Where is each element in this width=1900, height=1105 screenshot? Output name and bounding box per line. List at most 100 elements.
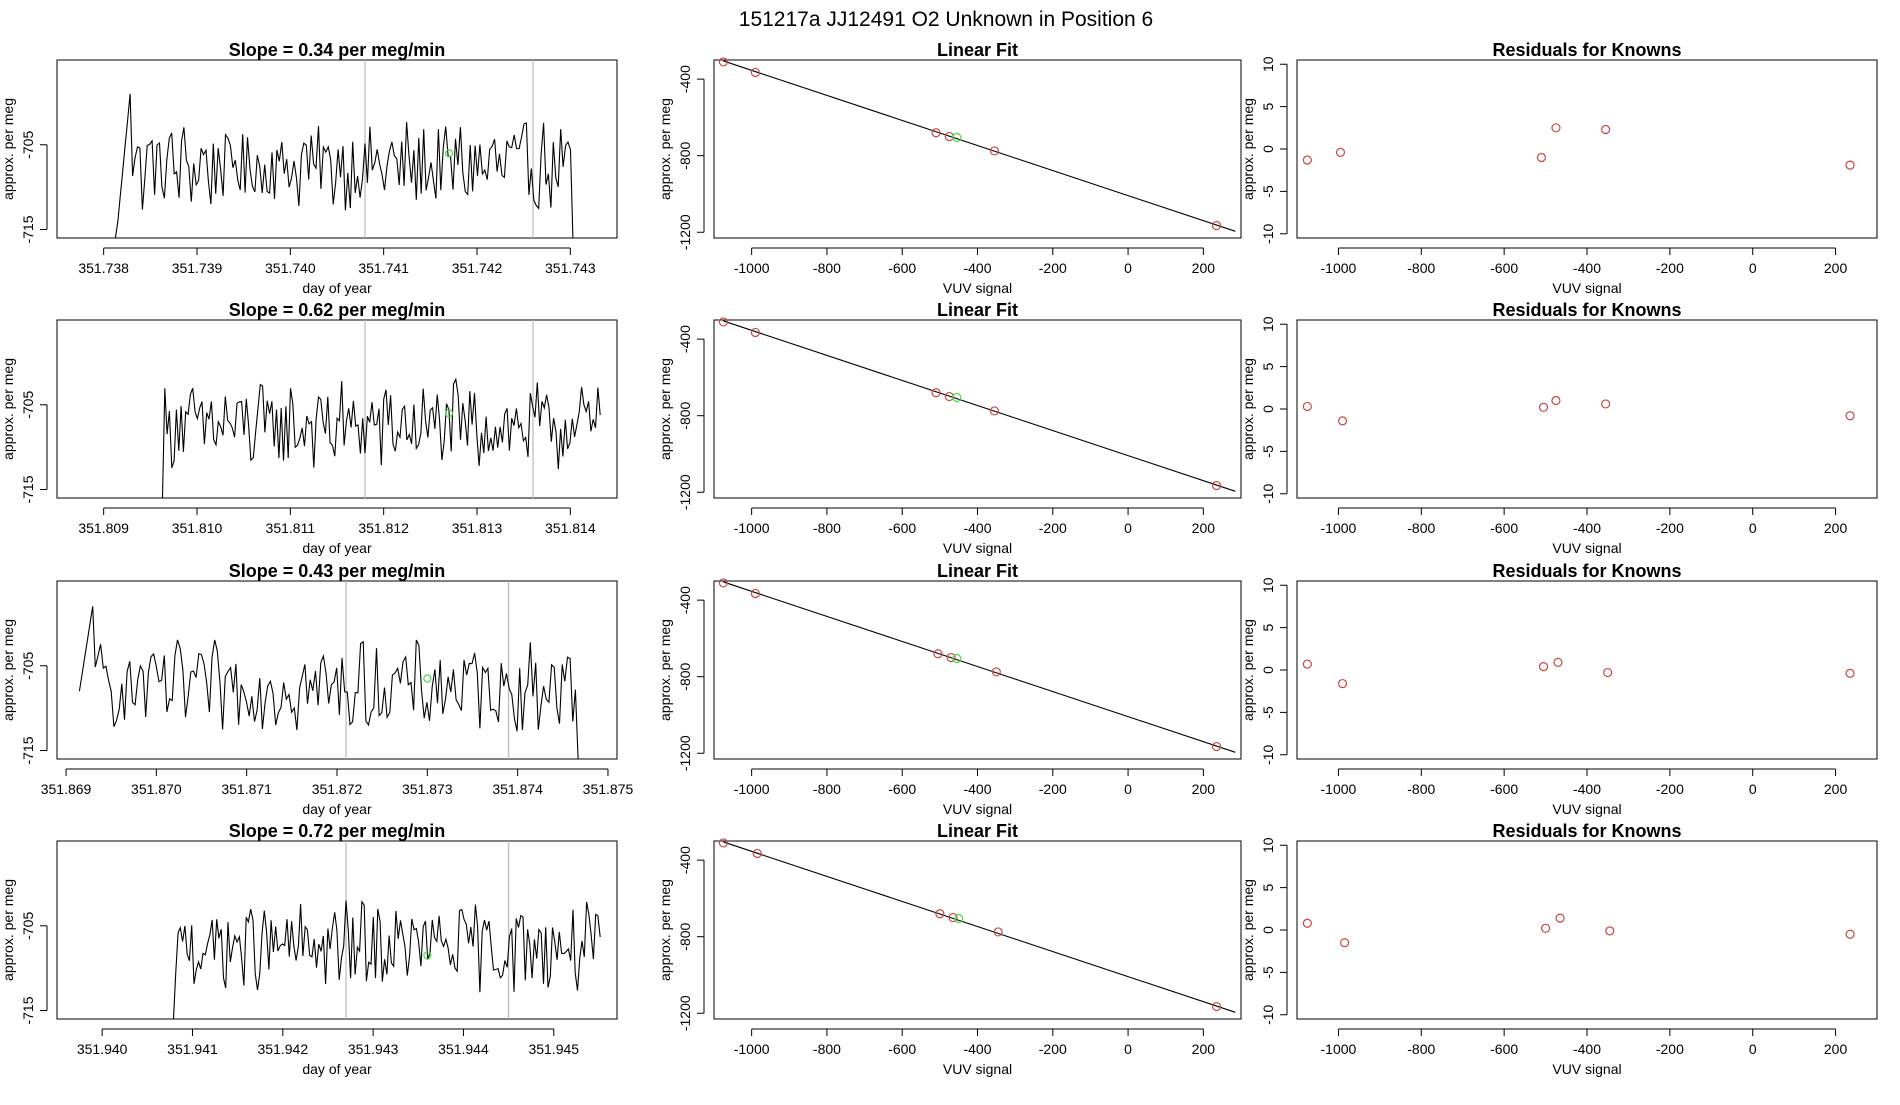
resid-row4-frame bbox=[1296, 840, 1878, 1020]
ts-row4-unknown-point bbox=[423, 951, 432, 960]
ts-row1-trace-line bbox=[113, 93, 578, 239]
fit-row4-regression-line bbox=[723, 841, 1236, 1013]
ts-row1-frame bbox=[56, 59, 618, 239]
fit-row2-ylabel: approx. per meg bbox=[657, 358, 673, 460]
resid-row3-residual-point bbox=[1337, 678, 1348, 689]
fit-row2-xtick-label: 0 bbox=[1124, 520, 1132, 536]
fit-row4-ytick-label: -1200 bbox=[677, 995, 693, 1031]
ts-row1-ytick-label: -705 bbox=[20, 131, 36, 159]
fit-row1-known-point bbox=[989, 146, 1000, 156]
fit-row1-xtick-label: 0 bbox=[1124, 260, 1132, 276]
ts-row2-xtick-label: 351.813 bbox=[452, 520, 503, 536]
fit-row1-ylabel: approx. per meg bbox=[657, 98, 673, 200]
resid-row1-xtick-label: -600 bbox=[1490, 260, 1518, 276]
resid-row3-xtick-label: -400 bbox=[1573, 781, 1601, 797]
ts-row1-title: Slope = 0.34 per meg/min bbox=[229, 40, 446, 60]
fit-row4-xtick-label: -1000 bbox=[734, 1041, 770, 1057]
resid-row4-residual-point bbox=[1340, 938, 1350, 948]
fit-row2-known-point bbox=[1211, 480, 1222, 491]
fit-row4-known-point bbox=[993, 927, 1003, 937]
resid-row3-xtick-label: 200 bbox=[1824, 781, 1848, 797]
resid-row4-ytick-label: 0 bbox=[1260, 926, 1276, 934]
resid-row1-frame bbox=[1296, 59, 1878, 239]
ts-row4-xtick-label: 351.943 bbox=[348, 1041, 399, 1057]
ts-row2-frame bbox=[56, 319, 618, 499]
fit-row1-title: Linear Fit bbox=[937, 40, 1018, 60]
fit-row3-title: Linear Fit bbox=[937, 561, 1018, 581]
ts-row4-xtick-label: 351.942 bbox=[258, 1041, 309, 1057]
resid-row4-ylabel: approx. per meg bbox=[1240, 879, 1256, 981]
resid-row1-ytick-label: -5 bbox=[1260, 185, 1276, 198]
fit-row2-known-point bbox=[931, 388, 941, 398]
resid-row4-xtick-label: -200 bbox=[1656, 1041, 1684, 1057]
resid-row2-xtick-label: -1000 bbox=[1321, 520, 1357, 536]
resid-row1-ytick-label: 10 bbox=[1260, 56, 1276, 72]
resid-row4-xtick-label: -800 bbox=[1407, 1041, 1435, 1057]
ts-row2-xtick-label: 351.809 bbox=[78, 520, 129, 536]
fit-row4-known-point bbox=[752, 848, 762, 859]
ts-row3-xlabel: day of year bbox=[302, 801, 372, 817]
ts-row4-title: Slope = 0.72 per meg/min bbox=[229, 821, 446, 841]
resid-row1-xtick-label: 0 bbox=[1749, 260, 1757, 276]
fit-row3-xtick-label: -1000 bbox=[734, 781, 770, 797]
ts-row2-title: Slope = 0.62 per meg/min bbox=[229, 300, 446, 320]
fit-row4-xtick-label: -800 bbox=[813, 1041, 841, 1057]
fit-row4-xlabel: VUV signal bbox=[943, 1061, 1012, 1077]
fit-row1-ytick-label: -400 bbox=[677, 65, 693, 93]
fit-row3-xtick-label: 200 bbox=[1192, 781, 1216, 797]
resid-row1-xtick-label: -200 bbox=[1656, 260, 1684, 276]
resid-row4-xtick-label: -600 bbox=[1490, 1041, 1518, 1057]
fit-row4-known-point bbox=[718, 838, 729, 848]
ts-row2-ytick-label: -705 bbox=[20, 391, 36, 419]
fit-row2-known-point bbox=[989, 406, 1000, 416]
resid-row2-residual-point bbox=[1538, 402, 1549, 412]
fit-row3-xtick-label: -200 bbox=[1039, 781, 1067, 797]
fit-row2-xtick-label: -1000 bbox=[734, 520, 770, 536]
fit-row1-xtick-label: 200 bbox=[1192, 260, 1216, 276]
ts-row1-xtick-label: 351.742 bbox=[452, 260, 503, 276]
ts-row3-xtick-label: 351.874 bbox=[492, 781, 543, 797]
resid-row1-ytick-label: -10 bbox=[1260, 223, 1276, 243]
fit-row2-ytick-label: -1200 bbox=[677, 474, 693, 510]
fit-row1-xtick-label: -800 bbox=[813, 260, 841, 276]
resid-row2-ytick-label: -5 bbox=[1260, 445, 1276, 458]
fit-row1-xlabel: VUV signal bbox=[943, 280, 1012, 296]
fit-row1-known-point bbox=[1211, 220, 1222, 231]
resid-row3-xtick-label: -800 bbox=[1407, 781, 1435, 797]
fit-row2-unknown-point bbox=[952, 392, 962, 403]
fit-row3-known-point bbox=[1211, 741, 1222, 752]
fit-row4-unknown-point bbox=[954, 913, 964, 924]
fit-row3-known-point bbox=[946, 652, 956, 663]
resid-row1-ytick-label: 0 bbox=[1260, 145, 1276, 153]
resid-row2-residual-point bbox=[1601, 399, 1611, 409]
fit-row2-regression-line bbox=[723, 320, 1236, 492]
fit-row2-xtick-label: -800 bbox=[813, 520, 841, 536]
fit-row2-ytick-label: -800 bbox=[677, 401, 693, 429]
resid-row3-title: Residuals for Knowns bbox=[1492, 561, 1681, 581]
ts-row4-ytick-label: -705 bbox=[20, 912, 36, 940]
ts-row4-xtick-label: 351.944 bbox=[438, 1041, 489, 1057]
resid-row3-ytick-label: 5 bbox=[1260, 624, 1276, 632]
fit-row1-known-point bbox=[931, 128, 941, 138]
resid-row4-xtick-label: -400 bbox=[1573, 1041, 1601, 1057]
ts-row1-xlabel: day of year bbox=[302, 280, 372, 296]
resid-row3-frame bbox=[1296, 580, 1878, 760]
resid-row1-xtick-label: -400 bbox=[1573, 260, 1601, 276]
ts-row2-unknown-point bbox=[444, 409, 454, 418]
resid-row2-residual-point bbox=[1845, 411, 1855, 421]
fit-row4-ylabel: approx. per meg bbox=[657, 879, 673, 981]
ts-row1-xtick-label: 351.743 bbox=[545, 260, 596, 276]
ts-row2-xtick-label: 351.811 bbox=[266, 520, 316, 536]
ts-row3-ytick-label: -715 bbox=[20, 736, 36, 764]
fit-row4-title: Linear Fit bbox=[937, 821, 1018, 841]
resid-row4-residual-point bbox=[1302, 918, 1312, 928]
ts-row3-xtick-label: 351.870 bbox=[131, 781, 182, 797]
fit-row3-known-point bbox=[718, 578, 729, 588]
ts-row3-trace-line bbox=[78, 606, 584, 760]
fit-row2-xlabel: VUV signal bbox=[943, 540, 1012, 556]
resid-row3-residual-point bbox=[1302, 659, 1312, 669]
resid-row2-xtick-label: -800 bbox=[1407, 520, 1435, 536]
resid-row4-residual-point bbox=[1845, 929, 1855, 939]
ts-row3-xtick-label: 351.871 bbox=[221, 781, 272, 797]
